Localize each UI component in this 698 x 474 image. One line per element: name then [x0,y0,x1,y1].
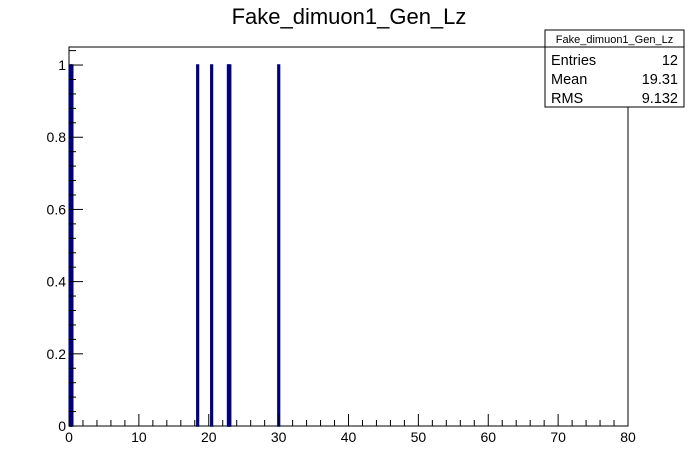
stats-box: Fake_dimuon1_Gen_Lz Entries 12 Mean 19.3… [544,29,685,108]
stats-mean-value: 19.31 [642,72,678,88]
x-tick-label: 10 [131,429,147,445]
y-axis: 0 0.2 0.4 0.6 0.8 1 [47,50,83,434]
stats-box-frame [544,29,685,108]
stats-entries-label: Entries [551,53,596,69]
y-tick-label: 0.2 [47,346,67,362]
x-tick-label: 30 [271,429,287,445]
stats-box-title: Fake_dimuon1_Gen_Lz [556,34,673,46]
plot-frame [68,46,629,427]
chart-title: Fake_dimuon1_Gen_Lz [232,4,467,29]
y-tick-label: 1 [58,57,66,73]
x-tick-label: 80 [620,429,636,445]
histogram-bar [196,64,200,427]
x-axis: 0 10 20 30 40 50 60 70 80 [65,414,636,445]
histogram-bar [210,64,214,427]
stats-rms-label: RMS [551,91,583,107]
x-tick-label: 20 [201,429,217,445]
stats-mean-label: Mean [551,72,587,88]
x-tick-label: 60 [480,429,496,445]
x-tick-label: 40 [341,429,357,445]
x-tick-label: 50 [411,429,427,445]
histogram-bar [228,64,232,427]
y-tick-label: 0.8 [47,129,67,145]
plot-area: 0 10 20 30 40 50 60 70 80 0 0.2 0.4 0.6 0.8 1 [47,46,636,445]
x-tick-label: 0 [65,429,73,445]
y-tick-label: 0.6 [47,201,67,217]
histogram-bar [277,64,281,427]
y-tick-label: 0 [58,418,66,434]
stats-entries-value: 12 [662,53,678,69]
histogram-bar [70,64,74,427]
stats-rms-value: 9.132 [642,91,678,107]
x-tick-label: 70 [550,429,566,445]
histogram-bars [68,64,281,427]
y-tick-label: 0.4 [47,274,67,290]
